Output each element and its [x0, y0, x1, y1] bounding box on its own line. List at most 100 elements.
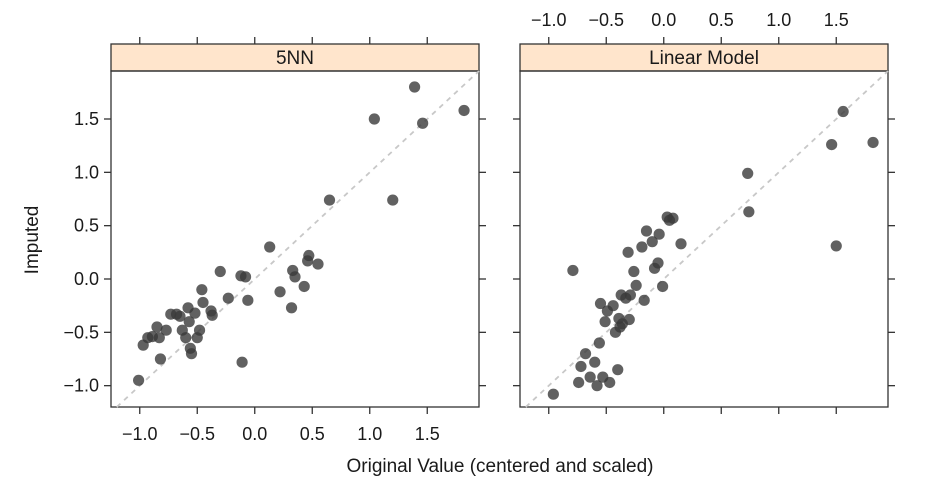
data-point-5nn	[196, 284, 208, 296]
x-axis-title: Original Value (centered and scaled)	[347, 456, 654, 477]
y-tick-label-left: −1.0	[63, 376, 99, 396]
data-point-linear-model	[652, 257, 664, 269]
data-point-linear-model	[743, 206, 755, 218]
x-tick-label-bottom: 0.5	[300, 424, 325, 444]
x-tick-label-top: −0.5	[588, 10, 624, 30]
data-point-5nn	[239, 271, 252, 283]
data-point-linear-model	[567, 264, 579, 277]
plot-frame-5nn	[110, 70, 480, 408]
x-tick-label-top: −1.0	[531, 10, 567, 30]
data-point-linear-model	[589, 356, 601, 368]
data-point-5nn	[189, 307, 201, 319]
data-point-5nn	[285, 302, 298, 314]
data-point-linear-model	[584, 371, 596, 383]
data-point-5nn	[154, 353, 167, 365]
data-point-linear-model	[591, 380, 603, 392]
data-point-linear-model	[675, 238, 687, 250]
data-point-linear-model	[623, 313, 635, 326]
data-point-linear-model	[830, 240, 842, 252]
data-point-linear-model	[742, 167, 754, 179]
data-point-linear-model	[628, 265, 640, 278]
y-tick-label-left: 1.0	[74, 162, 99, 182]
data-point-5nn	[153, 332, 165, 344]
y-tick-label-left: −0.5	[63, 322, 99, 342]
points-linear-model	[547, 105, 879, 400]
tick-marks-linear-model	[513, 37, 895, 414]
data-point-linear-model	[826, 139, 838, 151]
panel-title-linear-model: Linear Model	[649, 48, 759, 69]
panel-strip-5nn	[110, 43, 480, 72]
data-point-linear-model	[599, 316, 611, 328]
data-point-5nn	[242, 294, 254, 306]
data-point-linear-model	[653, 228, 665, 240]
points-5nn	[133, 81, 470, 386]
panel-strip-linear-model	[519, 43, 889, 72]
data-point-linear-model	[867, 136, 879, 149]
x-tick-label-bottom: −1.0	[122, 424, 158, 444]
data-point-5nn	[222, 292, 234, 304]
y-tick-label-left: 0.5	[74, 216, 99, 236]
tick-marks-5nn	[104, 37, 486, 414]
data-point-5nn	[289, 271, 301, 283]
data-point-5nn	[180, 332, 192, 344]
x-tick-label-top: 1.0	[766, 10, 791, 30]
data-point-linear-model	[612, 364, 624, 376]
data-point-linear-model	[579, 348, 592, 360]
data-point-5nn	[183, 316, 195, 328]
panel-linear-model: Linear Model	[513, 37, 895, 414]
y-axis-title: Imputed	[22, 206, 43, 275]
x-tick-label-top: 0.5	[709, 10, 734, 30]
data-point-linear-model	[657, 280, 669, 293]
data-point-linear-model	[594, 297, 607, 310]
data-point-linear-model	[622, 246, 634, 258]
data-point-5nn	[193, 324, 206, 336]
x-tick-label-bottom: 0.0	[242, 424, 267, 444]
data-point-linear-model	[667, 212, 679, 224]
data-point-5nn	[185, 348, 198, 360]
data-point-5nn	[197, 296, 209, 309]
data-point-5nn	[274, 286, 286, 298]
data-point-5nn	[151, 321, 163, 333]
x-tick-label-bottom: −0.5	[179, 424, 215, 444]
data-point-5nn	[264, 241, 276, 253]
data-point-5nn	[214, 265, 226, 278]
data-point-linear-model	[547, 388, 559, 400]
data-point-linear-model	[837, 105, 849, 118]
data-point-linear-model	[636, 241, 648, 253]
y-tick-labels-left: −1.0 −0.5 0.0 0.5 1.0 1.5	[63, 109, 99, 396]
panel-5nn: 5NN	[104, 37, 486, 414]
data-point-linear-model	[575, 360, 587, 373]
data-point-5nn	[387, 194, 399, 206]
data-point-linear-model	[640, 225, 653, 237]
data-point-5nn	[236, 356, 248, 368]
data-point-linear-model	[607, 300, 619, 312]
x-tick-labels-top: −1.0 −0.5 0.0 0.5 1.0 1.5	[531, 10, 849, 30]
x-tick-label-bottom: 1.0	[357, 424, 382, 444]
data-point-5nn	[160, 324, 172, 336]
data-point-5nn	[174, 310, 186, 322]
data-point-5nn	[298, 280, 310, 293]
y-tick-label-left: 0.0	[74, 269, 99, 289]
data-point-5nn	[206, 309, 218, 321]
data-point-linear-model	[638, 294, 650, 306]
data-point-5nn	[303, 249, 315, 262]
data-point-linear-model	[624, 289, 637, 301]
x-tick-label-bottom: 1.5	[415, 424, 440, 444]
y-tick-label-left: 1.5	[74, 109, 99, 129]
data-point-linear-model	[630, 279, 642, 291]
data-point-linear-model	[604, 376, 616, 389]
x-tick-labels-bottom: −1.0 −0.5 0.0 0.5 1.0 1.5	[122, 424, 440, 444]
data-point-5nn	[409, 81, 421, 93]
reference-line-linear-model	[525, 70, 889, 408]
data-point-linear-model	[593, 337, 605, 349]
data-point-5nn	[417, 117, 429, 129]
data-point-5nn	[133, 374, 145, 386]
data-point-5nn	[368, 113, 380, 125]
data-point-5nn	[458, 104, 470, 117]
x-tick-label-top: 1.5	[824, 10, 849, 30]
data-point-linear-model	[646, 236, 658, 248]
panel-title-5nn: 5NN	[276, 48, 314, 69]
data-point-linear-model	[573, 376, 585, 389]
x-tick-label-top: 0.0	[651, 10, 676, 30]
